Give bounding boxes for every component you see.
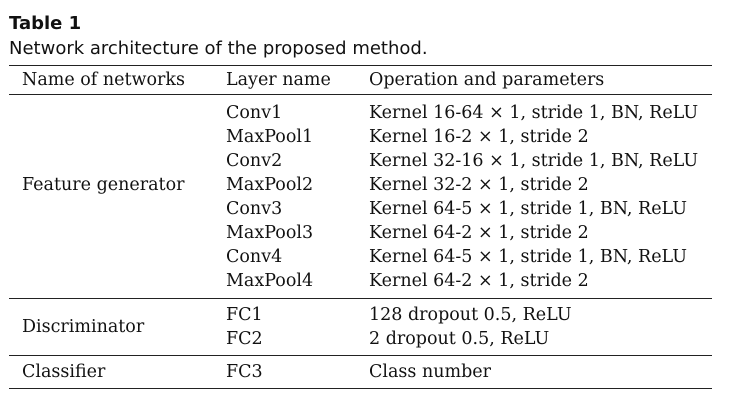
table-caption-text: Network architecture of the proposed met… [9,38,428,59]
layer-cell: Conv2 [226,151,283,171]
operation-cell: Kernel 16-64 × 1, stride 1, BN, ReLU [369,103,699,123]
operation-cell: Kernel 64-5 × 1, stride 1, BN, ReLU [369,247,687,267]
operation-cell: Kernel 64-5 × 1, stride 1, BN, ReLU [369,199,687,219]
header-name-of-networks: Name of networks [22,70,185,90]
table-bottom-rule [9,388,712,389]
group-separator-rule [9,298,712,299]
operation-cell: 2 dropout 0.5, ReLU [369,329,550,349]
operation-cell: 128 dropout 0.5, ReLU [369,305,572,325]
layer-cell: MaxPool3 [226,223,314,243]
operation-cell: Kernel 64-2 × 1, stride 2 [369,271,589,291]
layer-cell: MaxPool1 [226,127,314,147]
operation-cell: Kernel 64-2 × 1, stride 2 [369,223,589,243]
layer-cell: FC3 [226,362,263,382]
group-name-discriminator: Discriminator [22,317,145,337]
header-operation-and-parameters: Operation and parameters [369,70,605,90]
layer-cell: Conv1 [226,103,283,123]
group-name-feature-generator: Feature generator [22,175,185,195]
operation-cell: Kernel 16-2 × 1, stride 2 [369,127,589,147]
layer-cell: Conv3 [226,199,283,219]
table-caption-label: Table 1 [9,13,82,34]
header-layer-name: Layer name [226,70,331,90]
operation-cell: Kernel 32-2 × 1, stride 2 [369,175,589,195]
header-rule [9,94,712,95]
operation-cell: Kernel 32-16 × 1, stride 1, BN, ReLU [369,151,699,171]
layer-cell: FC2 [226,329,263,349]
group-name-classifier: Classifier [22,362,106,382]
layer-cell: MaxPool2 [226,175,314,195]
group-separator-rule [9,355,712,356]
layer-cell: Conv4 [226,247,283,267]
layer-cell: FC1 [226,305,263,325]
table-top-rule [9,65,712,66]
operation-cell: Class number [369,362,492,382]
layer-cell: MaxPool4 [226,271,314,291]
